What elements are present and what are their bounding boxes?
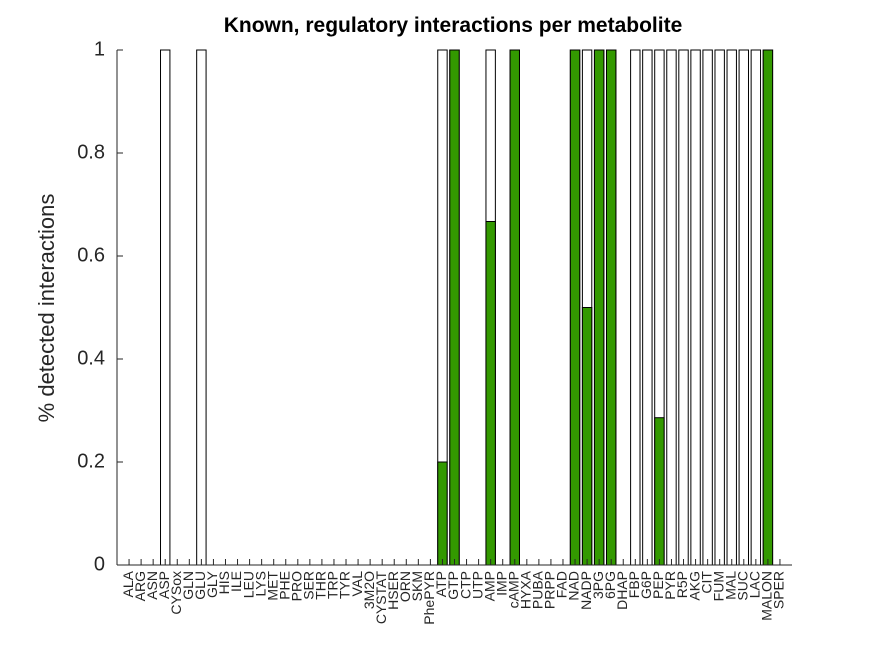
x-tick-label: MAL xyxy=(722,571,738,600)
x-tick-label: UTP xyxy=(469,571,485,599)
x-tick-label: GLN xyxy=(180,571,196,600)
x-tick-label: G6P xyxy=(638,571,654,599)
x-tick-label: SUC xyxy=(734,571,750,601)
bar xyxy=(690,49,701,566)
y-tick-label: 0 xyxy=(94,553,105,575)
x-tick-label: R5P xyxy=(674,571,690,598)
bar xyxy=(437,461,448,566)
x-tick-label: GLU xyxy=(192,571,208,600)
bar xyxy=(196,49,207,566)
y-tick-label: 0.2 xyxy=(77,450,105,472)
bar xyxy=(605,49,617,566)
bar xyxy=(642,49,653,566)
bar xyxy=(738,49,749,566)
x-tick-label: HSER xyxy=(385,571,401,610)
bar xyxy=(750,49,762,566)
x-tick-label: MALON xyxy=(759,571,775,621)
x-tick-label: NADP xyxy=(578,571,594,610)
x-tick-label: FUM xyxy=(710,571,726,601)
x-tick-label: IMP xyxy=(493,571,509,596)
bar xyxy=(630,49,641,566)
bar xyxy=(726,49,737,566)
x-tick-label: HYXA xyxy=(518,570,534,609)
x-tick-label: CYSox xyxy=(168,571,184,615)
x-tick-label: 3PG xyxy=(590,571,606,599)
x-tick-label: LEU xyxy=(240,571,256,598)
y-tick-label: 0.6 xyxy=(77,244,105,266)
x-tick-label: cAMP xyxy=(505,571,521,608)
x-tick-label: 3M2O xyxy=(361,571,377,609)
x-tick-label: ATP xyxy=(433,571,449,597)
x-tick-label: PhePYR xyxy=(421,571,437,625)
bar xyxy=(485,220,496,566)
x-tick-label: LYS xyxy=(252,571,268,596)
x-tick-label: ILE xyxy=(228,571,244,592)
bar xyxy=(666,49,677,566)
bar xyxy=(449,49,460,566)
x-tick-label: SKM xyxy=(409,571,425,601)
x-tick-label: ASP xyxy=(156,571,172,599)
x-tick-label: THR xyxy=(313,571,329,600)
bar xyxy=(678,49,689,566)
y-axis-label: % detected interactions xyxy=(34,194,59,423)
x-tick-label: PUBA xyxy=(530,570,546,609)
bar xyxy=(160,49,171,566)
chart-title: Known, regulatory interactions per metab… xyxy=(224,14,683,37)
x-tick-label: LAC xyxy=(747,571,763,598)
x-tick-label: PHE xyxy=(276,571,292,600)
x-tick-label: SER xyxy=(301,571,317,600)
x-tick-label: MET xyxy=(264,571,280,601)
x-tick-label: DHAP xyxy=(614,571,630,610)
bar xyxy=(762,49,774,566)
y-tick-label: 0.8 xyxy=(77,141,105,163)
bar xyxy=(702,49,713,566)
x-tick-label: ALA xyxy=(120,570,136,597)
bar xyxy=(509,49,520,566)
x-tick-label: ASN xyxy=(144,571,160,600)
x-tick-label: HIS xyxy=(216,571,232,594)
x-tick-label: FAD xyxy=(554,571,570,598)
x-tick-label: TYR xyxy=(337,571,353,599)
x-tick-label: AKG xyxy=(686,571,702,601)
x-tick-label: CYSTAT xyxy=(373,571,389,625)
bar xyxy=(569,49,581,566)
bar xyxy=(654,417,665,566)
x-tick-label: AMP xyxy=(481,571,497,601)
x-tick-label: FBP xyxy=(626,571,642,598)
x-tick-label: PRPP xyxy=(542,571,558,609)
y-tick-label: 0.4 xyxy=(77,347,105,369)
x-tick-label: TRP xyxy=(325,571,341,599)
x-tick-label: ORN xyxy=(397,571,413,602)
x-tick-label: PEP xyxy=(650,571,666,599)
x-tick-label: VAL xyxy=(349,571,365,597)
x-tick-label: PYR xyxy=(662,571,678,600)
x-tick-label: CTP xyxy=(457,571,473,599)
x-tick-label: NAD xyxy=(566,571,582,601)
x-tick-label: SPER xyxy=(771,571,787,609)
x-tick-label: PRO xyxy=(289,571,305,601)
x-tick-label: ARG xyxy=(132,571,148,601)
x-tick-label: GTP xyxy=(445,571,461,600)
bar xyxy=(714,49,725,566)
bar xyxy=(581,307,593,566)
x-tick-label: CIT xyxy=(698,571,714,594)
bar xyxy=(593,49,605,566)
x-tick-label: 6PG xyxy=(602,571,618,599)
y-tick-label: 1 xyxy=(94,38,105,60)
x-tick-label: GLY xyxy=(204,570,220,598)
